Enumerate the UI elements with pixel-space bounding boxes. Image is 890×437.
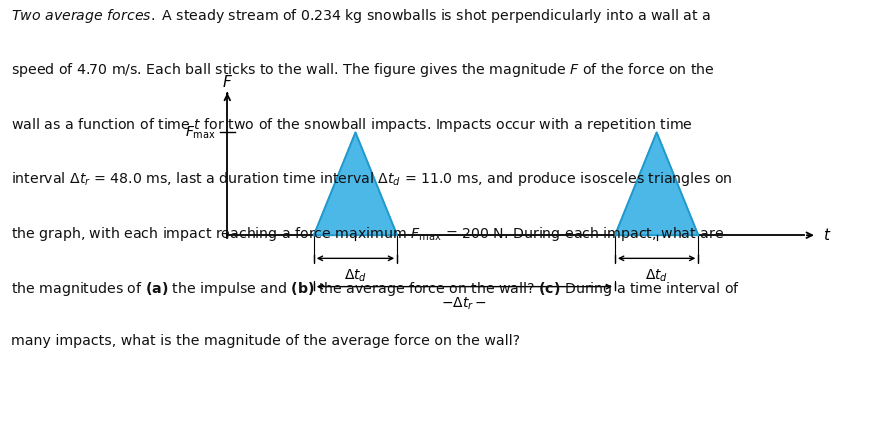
Polygon shape bbox=[314, 132, 397, 235]
Text: $t$: $t$ bbox=[823, 227, 831, 243]
Text: the magnitudes of $\bf{(a)}$ the impulse and $\bf{(b)}$ the average force on the: the magnitudes of $\bf{(a)}$ the impulse… bbox=[11, 280, 740, 298]
Text: $-\Delta t_r-$: $-\Delta t_r-$ bbox=[441, 295, 488, 312]
Text: interval $\Delta t_r$ = 48.0 ms, last a duration time interval $\Delta t_d$ = 11: interval $\Delta t_r$ = 48.0 ms, last a … bbox=[11, 170, 732, 188]
Text: wall as a function of time $t$ for two of the snowball impacts. Impacts occur wi: wall as a function of time $t$ for two o… bbox=[11, 116, 692, 134]
Text: $\it{Two\ average\ forces.}$ A steady stream of 0.234 kg snowballs is shot perpe: $\it{Two\ average\ forces.}$ A steady st… bbox=[11, 7, 711, 24]
Text: $F$: $F$ bbox=[222, 74, 233, 90]
Text: $\Delta t_d$: $\Delta t_d$ bbox=[344, 267, 367, 284]
Text: $\Delta t_d$: $\Delta t_d$ bbox=[645, 267, 668, 284]
Text: the graph, with each impact reaching a force maximum $F_{\mathrm{max}}$ = 200 N.: the graph, with each impact reaching a f… bbox=[11, 225, 724, 243]
Text: many impacts, what is the magnitude of the average force on the wall?: many impacts, what is the magnitude of t… bbox=[11, 334, 520, 348]
Text: $F_{\mathrm{max}}$: $F_{\mathrm{max}}$ bbox=[185, 124, 215, 141]
Polygon shape bbox=[615, 132, 699, 235]
Text: speed of 4.70 m/s. Each ball sticks to the wall. The figure gives the magnitude : speed of 4.70 m/s. Each ball sticks to t… bbox=[11, 61, 715, 79]
